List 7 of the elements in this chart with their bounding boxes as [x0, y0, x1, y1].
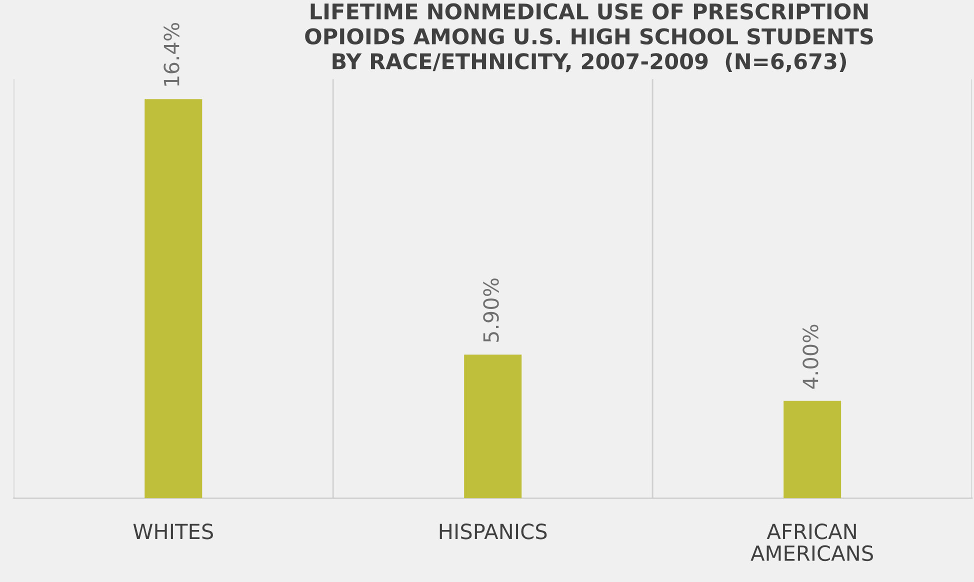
data-label: 5.90% [483, 278, 499, 342]
x-tick-label: AFRICAN AMERICANS [750, 524, 873, 562]
x-tick-label: WHITES [133, 524, 213, 540]
chart-title: LIFETIME NONMEDICAL USE OF PRESCRIPTION OPIOIDS AMONG U.S. HIGH SCHOOL STUDENTS BY RACE/ETHNICITY, 2007-2009 (N=6,673) [305, 3, 873, 72]
data-label: 16.4% [164, 22, 180, 86]
x-tick-label: HISPANICS [440, 524, 547, 540]
data-label: 4.00% [802, 324, 818, 389]
